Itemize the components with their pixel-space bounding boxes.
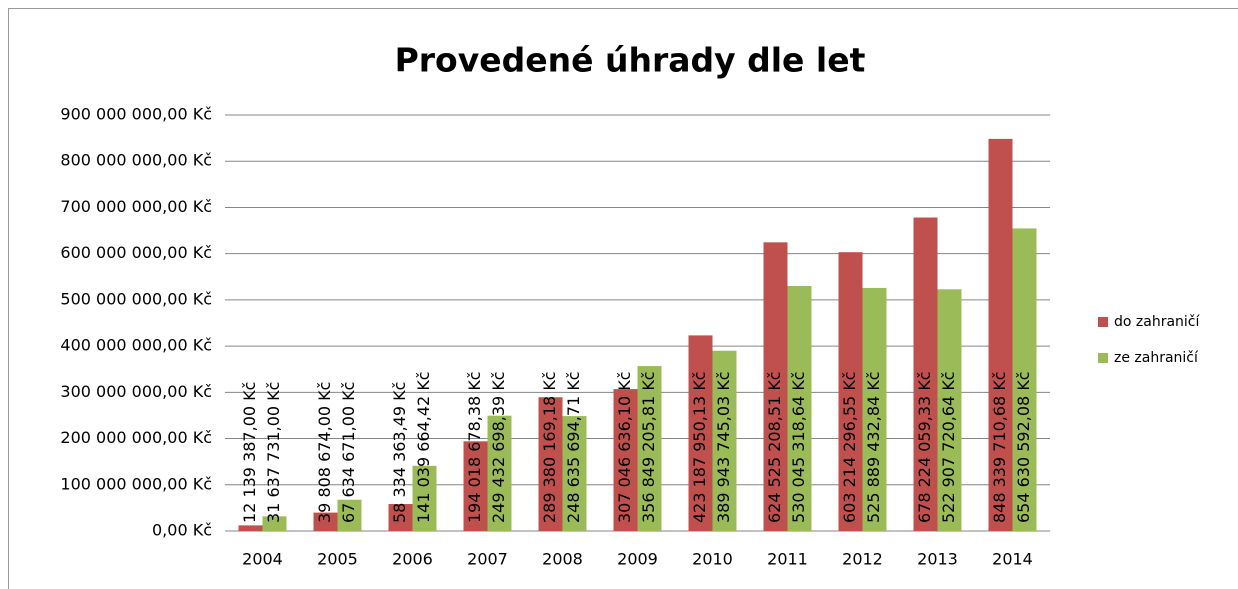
bar	[262, 516, 287, 531]
x-tick-label: 2006	[392, 550, 433, 569]
y-tick-label: 300 000 000,00 Kč	[60, 382, 212, 401]
data-label: 530 045 318,64 Kč	[789, 371, 808, 523]
x-tick-label: 2007	[467, 550, 508, 569]
data-label: 307 046 636,10 Kč	[615, 371, 634, 523]
bar	[463, 441, 488, 531]
data-label: 31 637 731,00 Kč	[264, 382, 283, 523]
x-tick-label: 2012	[842, 550, 883, 569]
bar	[913, 217, 938, 531]
x-tick-label: 2004	[242, 550, 283, 569]
data-label: 603 214 296,55 Kč	[840, 371, 859, 523]
data-label: 141 039 664,42 Kč	[414, 371, 433, 523]
bar	[613, 389, 638, 531]
bar	[688, 335, 713, 531]
chart-title: Provedené úhrady dle let	[395, 41, 866, 80]
data-label: 12 139 387,00 Kč	[240, 382, 259, 523]
data-label: 525 889 432,84 Kč	[864, 371, 883, 523]
x-tick-label: 2009	[617, 550, 658, 569]
data-label: 624 525 208,51 Kč	[765, 371, 784, 523]
legend-label: ze zahraničí	[1114, 350, 1199, 366]
bar	[712, 350, 737, 531]
x-tick-label: 2008	[542, 550, 583, 569]
data-label: 423 187 950,13 Kč	[690, 371, 709, 523]
bar	[562, 416, 587, 531]
data-label: 39 808 674,00 Kč	[315, 382, 334, 523]
x-tick-label: 2014	[992, 550, 1033, 569]
bar	[937, 289, 962, 531]
legend-label: do zahraničí	[1114, 314, 1200, 330]
legend-swatch	[1098, 353, 1108, 363]
bar	[787, 286, 812, 531]
data-label: 58 334 363,49 Kč	[390, 382, 409, 523]
bar	[763, 242, 788, 531]
y-tick-label: 100 000 000,00 Kč	[60, 474, 212, 493]
bar	[487, 415, 512, 531]
y-tick-label: 400 000 000,00 Kč	[60, 336, 212, 355]
data-label: 389 943 745,03 Kč	[714, 371, 733, 523]
x-tick-label: 2010	[692, 550, 733, 569]
data-label: 654 630 592,08 Kč	[1014, 371, 1033, 523]
data-label: 194 018 678,38 Kč	[465, 371, 484, 523]
data-label: 67 634 671,00 Kč	[339, 382, 358, 523]
bar	[637, 366, 662, 531]
y-tick-label: 700 000 000,00 Kč	[60, 197, 212, 216]
y-tick-label: 800 000 000,00 Kč	[60, 151, 212, 170]
y-tick-label: 600 000 000,00 Kč	[60, 243, 212, 262]
data-label: 522 907 720,64 Kč	[939, 371, 958, 523]
y-tick-label: 900 000 000,00 Kč	[60, 105, 212, 124]
x-tick-label: 2011	[767, 550, 808, 569]
data-label: 289 380 169,18 Kč	[540, 371, 559, 523]
bar	[313, 512, 338, 531]
data-label: 249 432 698,39 Kč	[489, 371, 508, 523]
bar	[838, 252, 863, 531]
bar	[988, 138, 1013, 531]
bar	[538, 397, 563, 531]
data-label: 848 339 710,68 Kč	[990, 371, 1009, 523]
data-label: 356 849 205,81 Kč	[639, 371, 658, 523]
data-label: 678 224 059,33 Kč	[915, 371, 934, 523]
bar	[412, 465, 437, 531]
x-tick-label: 2013	[917, 550, 958, 569]
x-tick-label: 2005	[317, 550, 358, 569]
y-tick-label: 500 000 000,00 Kč	[60, 289, 212, 308]
bar	[1012, 228, 1037, 531]
bar	[388, 504, 413, 531]
legend-swatch	[1098, 317, 1108, 327]
bar	[238, 525, 263, 531]
data-label: 248 635 694,71 Kč	[564, 371, 583, 523]
bar	[862, 287, 887, 531]
bar	[337, 499, 362, 531]
y-tick-label: 200 000 000,00 Kč	[60, 428, 212, 447]
y-tick-label: 0,00 Kč	[152, 521, 212, 540]
